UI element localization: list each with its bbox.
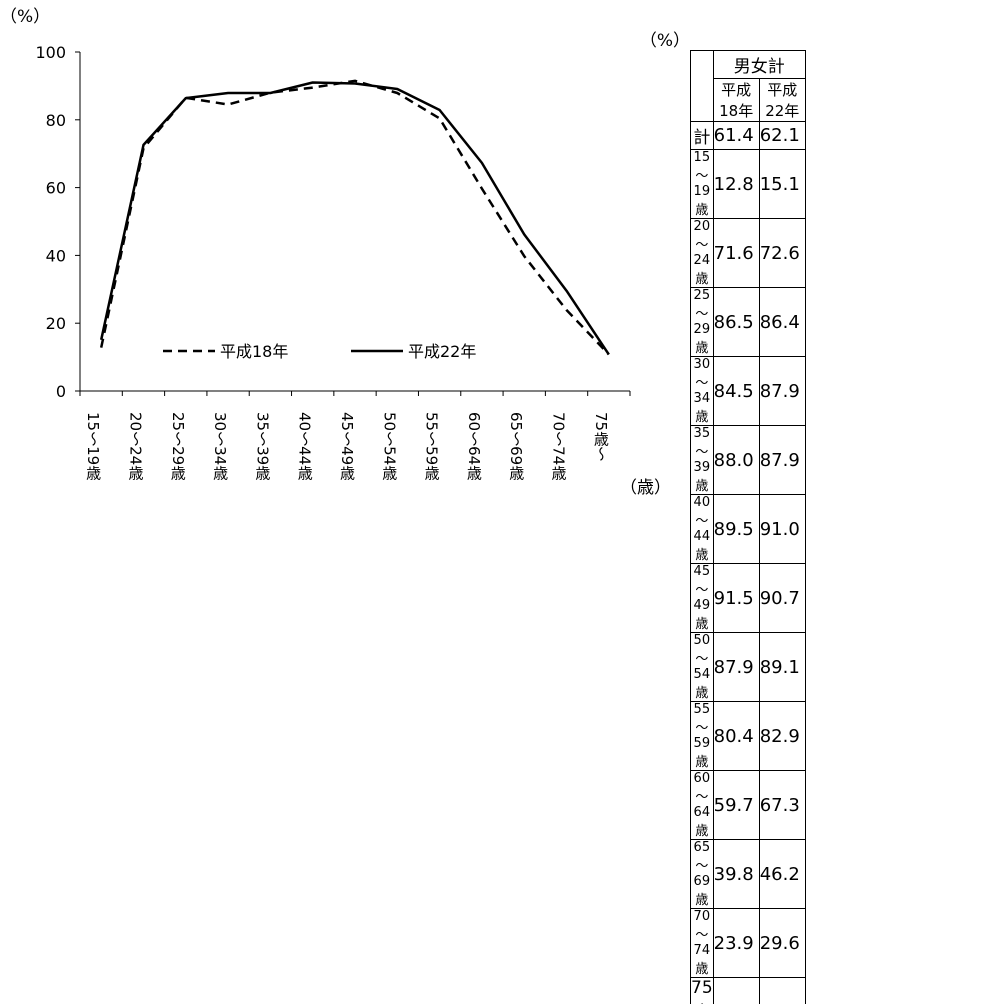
table-row-label: 30～34歳 — [691, 357, 714, 426]
y-tick-label: 40 — [46, 246, 66, 265]
table-unit-label: （%） — [640, 26, 690, 51]
y-tick-label: 80 — [46, 111, 66, 130]
table-cell-value: 71.6 — [713, 219, 759, 288]
table-cell-value: 80.4 — [713, 702, 759, 771]
table-row-label: 60～64歳 — [691, 771, 714, 840]
table-row-label: 45～49歳 — [691, 564, 714, 633]
table-cell-value: 67.3 — [759, 771, 805, 840]
x-tick-label: 15～19歳 — [84, 412, 102, 480]
table-cell-value: 87.9 — [713, 633, 759, 702]
table-cell-value: 29.6 — [759, 909, 805, 978]
table-cell-value: 90.7 — [759, 564, 805, 633]
table-row-label: 50～54歳 — [691, 633, 714, 702]
table-cell-value: 87.9 — [759, 426, 805, 495]
table-cell-value: 82.9 — [759, 702, 805, 771]
series-line-1 — [101, 81, 609, 355]
x-tick-label: 45～49歳 — [338, 412, 356, 480]
table-cell-value: 86.4 — [759, 288, 805, 357]
table-cell-value: 91.5 — [713, 564, 759, 633]
x-tick-label: 70～74歳 — [550, 412, 568, 480]
table-cell-value: 62.1 — [759, 122, 805, 150]
table-row-label: 75歳～ — [691, 978, 714, 1004]
table-row-label: 20～24歳 — [691, 219, 714, 288]
x-tick-label: 20～24歳 — [126, 412, 144, 480]
table-cell-value: 59.7 — [713, 771, 759, 840]
table-cell-value: 87.9 — [759, 357, 805, 426]
x-tick-label: 40～44歳 — [296, 412, 314, 480]
table-row-label: 55～59歳 — [691, 702, 714, 771]
table-cell-value: 84.5 — [713, 357, 759, 426]
legend-label-series-1: 平成18年 — [220, 342, 288, 361]
table-row-label: 65～69歳 — [691, 840, 714, 909]
table-cell-value: 12.8 — [713, 150, 759, 219]
x-tick-label: 25～29歳 — [169, 412, 187, 480]
table-row-label: 25～29歳 — [691, 288, 714, 357]
table-cell-value: 88.0 — [713, 426, 759, 495]
y-tick-label: 100 — [35, 43, 66, 62]
table-cell-value: 46.2 — [759, 840, 805, 909]
table-cell-value: 89.5 — [713, 495, 759, 564]
table-cell-value: 10.8 — [759, 978, 805, 1004]
table-cell-value: 91.0 — [759, 495, 805, 564]
table-cell-value: 89.1 — [759, 633, 805, 702]
series-line-2 — [101, 83, 609, 355]
table-cell-value: 39.8 — [713, 840, 759, 909]
x-tick-label: 65～69歳 — [507, 412, 525, 480]
table-corner-cell — [691, 51, 714, 122]
table-group-header: 男女計 — [713, 51, 805, 79]
table-cell-value: 86.5 — [713, 288, 759, 357]
x-tick-label: 55～59歳 — [423, 412, 441, 480]
table-row-label: 40～44歳 — [691, 495, 714, 564]
x-unit-label: （歳） — [620, 478, 671, 498]
line-chart: （%） （歳） 0 20 40 60 80 100 15～19歳 20～24歳 25～29歳 3… — [0, 0, 680, 502]
table-row: 75歳～10.810.8 — [691, 978, 806, 1004]
table-cell-value: 15.1 — [759, 150, 805, 219]
table-row-label: 35～39歳 — [691, 426, 714, 495]
y-tick-label: 20 — [46, 314, 66, 333]
table-cell-value: 23.9 — [713, 909, 759, 978]
legend-label-series-2: 平成22年 — [408, 342, 476, 361]
y-tick-label: 0 — [56, 382, 66, 401]
x-tick-label: 60～64歳 — [465, 412, 483, 480]
x-tick-label: 50～54歳 — [380, 412, 398, 480]
table-cell-value: 72.6 — [759, 219, 805, 288]
table-row-label: 計 — [691, 122, 714, 150]
table-row-label: 70～74歳 — [691, 909, 714, 978]
table-cell-value: 10.8 — [713, 978, 759, 1004]
table-column-header: 平成18年 — [713, 79, 759, 122]
x-tick-label: 75歳～ — [592, 412, 610, 461]
table-column-header: 平成22年 — [759, 79, 805, 122]
table-row-label: 15～19歳 — [691, 150, 714, 219]
x-tick-label: 30～34歳 — [211, 412, 229, 480]
y-unit-label: （%） — [0, 7, 50, 27]
y-tick-label: 60 — [46, 179, 66, 198]
x-tick-label: 35～39歳 — [253, 412, 271, 480]
table-cell-value: 61.4 — [713, 122, 759, 150]
